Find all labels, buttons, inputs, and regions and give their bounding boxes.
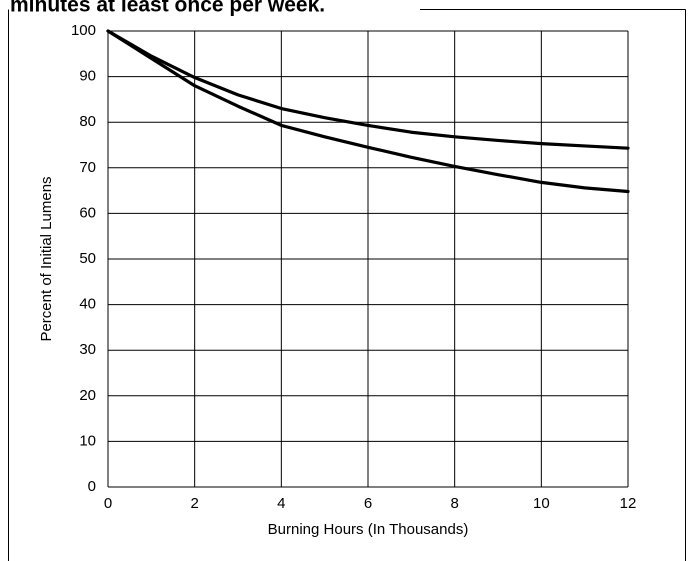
x-tick-label: 12 <box>620 495 637 512</box>
y-tick-label: 50 <box>79 250 96 267</box>
y-tick-label: 0 <box>88 478 96 495</box>
y-tick-label: 90 <box>79 68 96 85</box>
series-line <box>106 29 630 150</box>
y-tick-label: 30 <box>79 341 96 358</box>
x-tick-label: 6 <box>364 495 372 512</box>
y-tick-label: 10 <box>79 432 96 449</box>
y-tick-label: 100 <box>71 22 96 39</box>
y-tick-label: 40 <box>79 296 96 313</box>
y-tick-label: 80 <box>79 113 96 130</box>
y-tick-label: 60 <box>79 204 96 221</box>
y-tick-label: 70 <box>79 159 96 176</box>
x-tick-label: 2 <box>190 495 198 512</box>
x-tick-label: 4 <box>277 495 285 512</box>
x-tick-label: 0 <box>104 495 112 512</box>
x-tick-label: 8 <box>450 495 458 512</box>
chart-title: minutes at least once per week. <box>10 0 325 17</box>
y-tick-label: 20 <box>79 387 96 404</box>
series-line <box>106 29 630 194</box>
x-tick-label: 10 <box>533 495 550 512</box>
x-axis-label: Burning Hours (In Thousands) <box>268 521 469 538</box>
y-axis-label: Percent of Initial Lumens <box>38 176 55 341</box>
